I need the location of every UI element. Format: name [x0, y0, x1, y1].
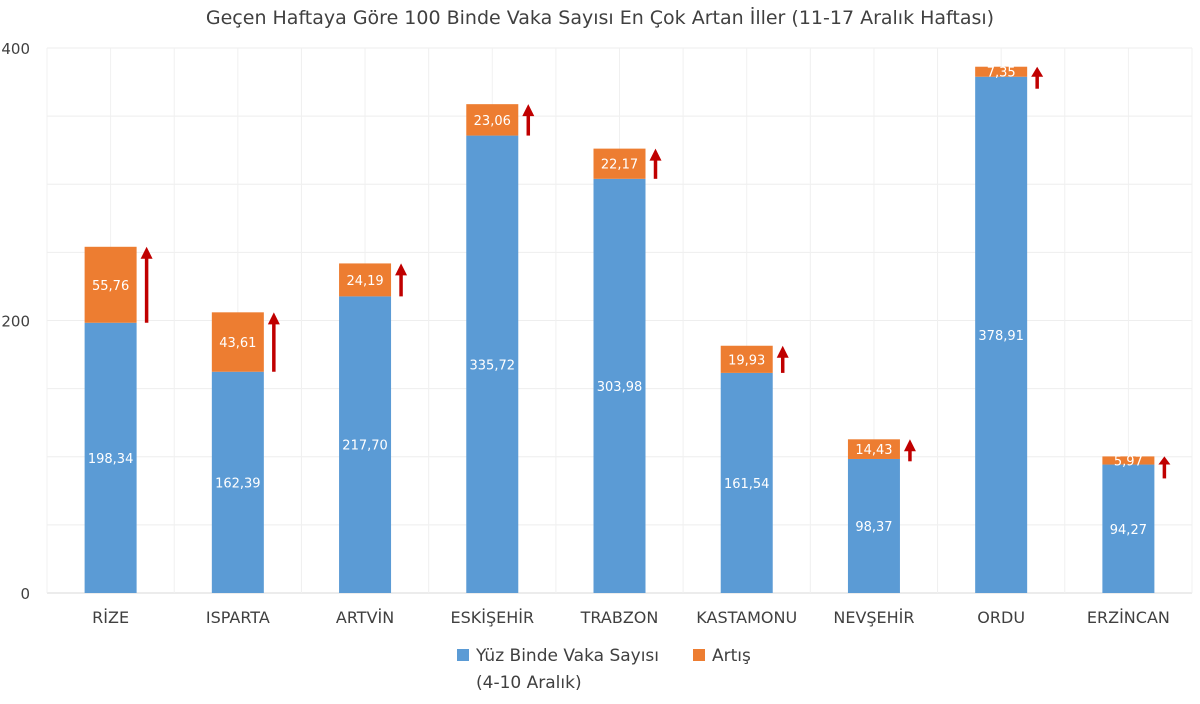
data-label-increase: 7,35: [987, 66, 1016, 81]
legend: Yüz Binde Vaka Sayısı (4-10 Aralık) Artı…: [457, 646, 751, 693]
data-label-base: 378,91: [978, 329, 1024, 344]
bar-base: [847, 458, 900, 593]
data-label-base: 161,54: [724, 477, 770, 492]
data-label-increase: 43,61: [219, 336, 256, 351]
data-label-increase: 14,43: [855, 443, 892, 458]
increase-arrow-head: [395, 263, 408, 276]
bar-increase: [975, 66, 1028, 77]
increase-arrow-head: [649, 148, 662, 161]
bar-base: [84, 322, 137, 593]
data-label-base: 94,27: [1110, 523, 1147, 538]
increase-arrow-head: [1031, 66, 1044, 77]
y-tick-label: 0: [20, 585, 30, 603]
data-label-base: 198,34: [88, 452, 134, 467]
bar-increase: [720, 345, 773, 373]
legend-label-base-line1: Yüz Binde Vaka Sayısı: [475, 646, 659, 666]
y-tick-label: 200: [1, 313, 30, 331]
x-tick-label: ESKİŞEHİR: [450, 608, 534, 627]
y-tick-label: 400: [1, 40, 30, 58]
increase-arrow-head: [776, 345, 789, 358]
bar-increase: [211, 312, 264, 372]
bar-increase: [466, 104, 519, 136]
legend-swatch-increase: [693, 649, 705, 661]
increase-arrow-head: [267, 312, 280, 325]
bar-base: [211, 371, 264, 593]
x-axis: RİZE ISPARTA ARTVİN ESKİŞEHİR TRABZON KASTAMO…: [92, 608, 1170, 627]
increase-arrow-head: [1158, 456, 1171, 465]
data-label-base: 335,72: [470, 358, 516, 373]
x-tick-label: ORDU: [977, 608, 1025, 627]
data-label-base: 162,39: [215, 476, 261, 491]
bar-base: [720, 372, 773, 593]
legend-label-base-line2: (4-10 Aralık): [476, 673, 582, 693]
data-label-increase: 23,06: [474, 114, 511, 129]
bar-increase: [84, 246, 137, 323]
increase-arrow-head: [140, 246, 153, 259]
data-label-increase: 22,17: [601, 158, 638, 173]
bar-base: [593, 178, 646, 593]
x-tick-label: ISPARTA: [206, 608, 270, 627]
y-axis: 0 200 400: [1, 40, 30, 603]
legend-label-increase: Artış: [712, 646, 751, 666]
data-label-increase: 19,93: [728, 353, 765, 368]
x-tick-label: KASTAMONU: [696, 608, 797, 627]
data-label-increase: 24,19: [346, 274, 383, 289]
increase-arrow-head: [522, 104, 535, 117]
bar-increase: [847, 439, 900, 459]
bars: 198,34 55,76 162,39 43,61 217,70 24,19 335,72 2…: [84, 66, 1171, 594]
bar-base: [1102, 464, 1155, 593]
x-tick-label: TRABZON: [580, 608, 659, 627]
chart-title: Geçen Haftaya Göre 100 Binde Vaka Sayısı…: [206, 6, 994, 29]
x-tick-label: RİZE: [92, 608, 129, 627]
increase-arrow-head: [903, 439, 916, 452]
bar-increase: [1102, 456, 1155, 465]
legend-swatch-base: [457, 649, 469, 661]
bar-base: [466, 135, 519, 594]
data-label-increase: 5,97: [1114, 454, 1143, 469]
bar-increase: [593, 148, 646, 179]
data-label-base: 303,98: [597, 380, 643, 395]
data-label-base: 217,70: [342, 439, 388, 454]
bar-base: [975, 76, 1028, 594]
x-tick-label: ERZİNCAN: [1087, 608, 1170, 627]
x-tick-label: ARTVİN: [336, 608, 394, 627]
bar-base: [339, 296, 392, 593]
data-label-base: 98,37: [855, 520, 892, 535]
bar-increase: [339, 263, 392, 297]
data-label-increase: 55,76: [92, 279, 129, 294]
x-tick-label: NEVŞEHİR: [833, 608, 914, 627]
